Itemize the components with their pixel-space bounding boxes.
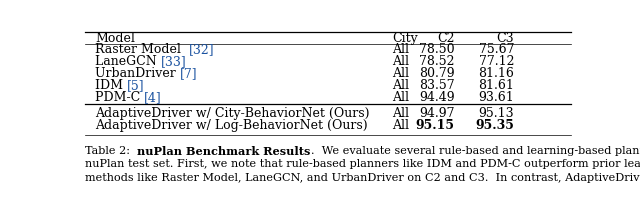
Text: All: All bbox=[392, 79, 410, 92]
Text: .  We evaluate several rule-based and learning-based planners on the: . We evaluate several rule-based and lea… bbox=[310, 146, 640, 156]
Text: [33]: [33] bbox=[161, 55, 186, 68]
Text: AdaptiveDriver w/ Log-BehaviorNet (Ours): AdaptiveDriver w/ Log-BehaviorNet (Ours) bbox=[95, 120, 367, 133]
Text: nuPlan Benchmark Results: nuPlan Benchmark Results bbox=[137, 146, 310, 157]
Text: [32]: [32] bbox=[189, 43, 214, 56]
Text: nuPlan test set. First, we note that rule-based planners like IDM and PDM-C outp: nuPlan test set. First, we note that rul… bbox=[85, 159, 640, 169]
Text: All: All bbox=[392, 43, 410, 56]
Text: 83.57: 83.57 bbox=[419, 79, 454, 92]
Text: UrbanDriver: UrbanDriver bbox=[95, 67, 180, 80]
Text: 95.13: 95.13 bbox=[478, 107, 514, 120]
Text: [4]: [4] bbox=[144, 91, 162, 104]
Text: All: All bbox=[392, 67, 410, 80]
Text: City: City bbox=[392, 32, 418, 45]
Text: 78.52: 78.52 bbox=[419, 55, 454, 68]
Text: 95.15: 95.15 bbox=[415, 120, 454, 133]
Text: 94.49: 94.49 bbox=[419, 91, 454, 104]
Text: methods like Raster Model, LaneGCN, and UrbanDriver on C2 and C3.  In contrast, : methods like Raster Model, LaneGCN, and … bbox=[85, 173, 640, 183]
Text: LaneGCN: LaneGCN bbox=[95, 55, 161, 68]
Text: IDM: IDM bbox=[95, 79, 127, 92]
Text: 80.79: 80.79 bbox=[419, 67, 454, 80]
Text: Raster Model: Raster Model bbox=[95, 43, 189, 56]
Text: Model: Model bbox=[95, 32, 135, 45]
Text: All: All bbox=[392, 120, 410, 133]
Text: [7]: [7] bbox=[180, 67, 197, 80]
Text: [5]: [5] bbox=[127, 79, 145, 92]
Text: 94.97: 94.97 bbox=[419, 107, 454, 120]
Text: AdaptiveDriver w/ City-BehaviorNet (Ours): AdaptiveDriver w/ City-BehaviorNet (Ours… bbox=[95, 107, 369, 120]
Text: Table 2:: Table 2: bbox=[85, 146, 137, 156]
Text: PDM-C: PDM-C bbox=[95, 91, 144, 104]
Text: 77.12: 77.12 bbox=[479, 55, 514, 68]
Text: 93.61: 93.61 bbox=[478, 91, 514, 104]
Text: 81.16: 81.16 bbox=[478, 67, 514, 80]
Text: C3: C3 bbox=[497, 32, 514, 45]
Text: C2: C2 bbox=[437, 32, 454, 45]
Text: 81.61: 81.61 bbox=[478, 79, 514, 92]
Text: All: All bbox=[392, 107, 410, 120]
Text: 75.67: 75.67 bbox=[479, 43, 514, 56]
Text: All: All bbox=[392, 91, 410, 104]
Text: 78.50: 78.50 bbox=[419, 43, 454, 56]
Text: All: All bbox=[392, 55, 410, 68]
Text: 95.35: 95.35 bbox=[475, 120, 514, 133]
